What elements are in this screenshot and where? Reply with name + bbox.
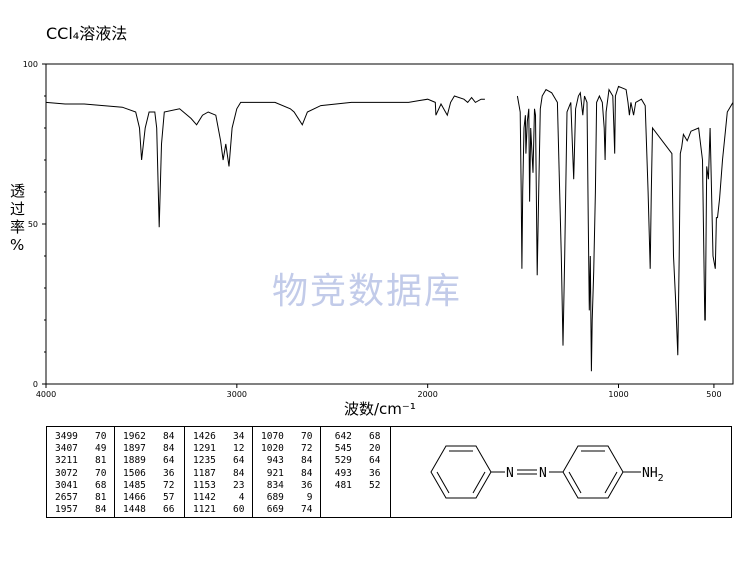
peak-row: 3407 49 bbox=[55, 443, 107, 455]
azo-n1: N bbox=[506, 466, 514, 481]
peak-row: 1897 84 bbox=[123, 443, 175, 455]
spectrum-line-2 bbox=[516, 85, 734, 372]
peak-row: 493 36 bbox=[329, 467, 381, 479]
peak-row: 1121 60 bbox=[193, 504, 245, 516]
structure-diagram: N N NH2 bbox=[430, 445, 664, 499]
peak-row: 545 20 bbox=[329, 443, 381, 455]
peak-row: 1957 84 bbox=[55, 504, 107, 516]
peak-row: 3041 68 bbox=[55, 479, 107, 491]
peak-row: 481 52 bbox=[329, 479, 381, 491]
peak-column-5: 642 68 545 20 529 64 493 36 481 52 bbox=[321, 427, 391, 517]
azo-n2: N bbox=[539, 466, 547, 481]
x-tick-label: 2000 bbox=[417, 390, 437, 399]
x-tick-label: 1000 bbox=[608, 390, 628, 399]
peak-row: 1142 4 bbox=[193, 492, 245, 504]
peak-row: 834 36 bbox=[261, 479, 313, 491]
peak-row: 1235 64 bbox=[193, 455, 245, 467]
peak-row: 1485 72 bbox=[123, 479, 175, 491]
peak-table: 3499 70 3407 49 3211 81 3072 70 3041 68 2657 … bbox=[46, 426, 732, 518]
peak-row: 1466 57 bbox=[123, 492, 175, 504]
benzene-ring-left bbox=[430, 445, 492, 499]
method-title: CCl₄溶液法 bbox=[46, 24, 128, 43]
peak-row: 1070 70 bbox=[261, 431, 313, 442]
peak-row: 2657 81 bbox=[55, 492, 107, 504]
peak-row: 1426 34 bbox=[193, 431, 245, 442]
y-tick-label: 50 bbox=[28, 220, 38, 229]
peak-row: 3072 70 bbox=[55, 467, 107, 479]
peak-column-3: 1426 34 1291 12 1235 64 1187 84 1153 23 1142 … bbox=[185, 427, 253, 517]
peak-column-4: 1070 70 1020 72 943 84 921 84 834 36 689 … bbox=[253, 427, 321, 517]
y-axis-ticks: 0 50 100 bbox=[23, 60, 46, 389]
peak-row: 669 74 bbox=[261, 504, 313, 516]
x-axis-ticks: 4000 3000 2000 1000 500 bbox=[36, 384, 722, 399]
peak-row: 1506 36 bbox=[123, 467, 175, 479]
x-tick-label: 500 bbox=[706, 390, 721, 399]
peak-row: 642 68 bbox=[329, 431, 381, 442]
peak-row: 921 84 bbox=[261, 467, 313, 479]
peak-row: 1962 84 bbox=[123, 431, 175, 442]
spectrum-series bbox=[45, 85, 734, 372]
peak-row: 1448 66 bbox=[123, 504, 175, 516]
peak-row: 689 9 bbox=[261, 492, 313, 504]
peak-row: 3499 70 bbox=[55, 431, 107, 442]
ir-spectrum-chart: 0 50 100 4000 3000 2000 1000 500 透过率% 波数/cm⁻¹ bbox=[10, 60, 734, 418]
y-tick-label: 100 bbox=[23, 60, 38, 69]
peak-row: 1020 72 bbox=[261, 443, 313, 455]
amine-group: NH2 bbox=[642, 466, 664, 484]
x-tick-label: 4000 bbox=[36, 390, 56, 399]
peak-row: 1153 23 bbox=[193, 479, 245, 491]
peak-row: 529 64 bbox=[329, 455, 381, 467]
y-axis-label: 透过率% bbox=[10, 182, 25, 254]
peak-column-1: 3499 70 3407 49 3211 81 3072 70 3041 68 2657 … bbox=[47, 427, 115, 517]
benzene-ring-right bbox=[562, 445, 624, 499]
peak-row: 3211 81 bbox=[55, 455, 107, 467]
peak-row: 1291 12 bbox=[193, 443, 245, 455]
spectrum-line-1 bbox=[45, 95, 485, 228]
peak-row: 1889 64 bbox=[123, 455, 175, 467]
peak-column-2: 1962 84 1897 84 1889 64 1506 36 1485 72 1466 … bbox=[115, 427, 185, 517]
peak-row: 943 84 bbox=[261, 455, 313, 467]
y-tick-label: 0 bbox=[33, 380, 38, 389]
peak-row: 1187 84 bbox=[193, 467, 245, 479]
azo-double-bond bbox=[517, 469, 537, 475]
x-axis-label: 波数/cm⁻¹ bbox=[344, 400, 416, 418]
x-tick-label: 3000 bbox=[227, 390, 247, 399]
watermark: 物竞数据库 bbox=[272, 271, 463, 312]
